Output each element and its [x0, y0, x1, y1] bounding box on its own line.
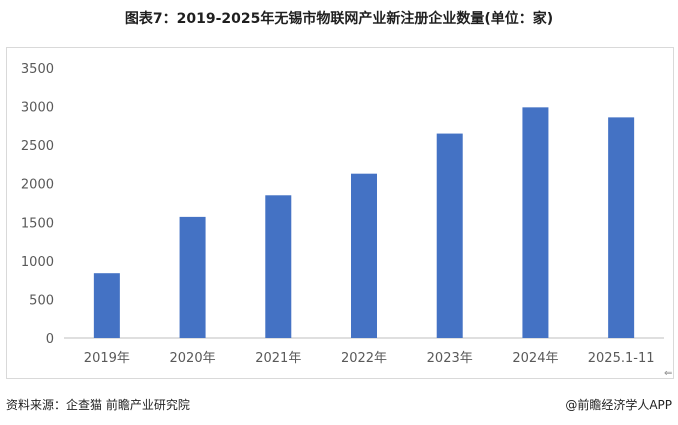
source-note: 资料来源：企查猫 前瞻产业研究院 [6, 398, 190, 412]
y-tick-label: 2500 [21, 139, 54, 154]
bar [265, 195, 292, 338]
y-tick-label: 3500 [21, 62, 54, 77]
x-tick-label: 2019年 [84, 351, 130, 366]
chart-title: 图表7：2019-2025年无锡市物联网产业新注册企业数量(单位：家) [124, 11, 554, 27]
y-tick-label: 1000 [21, 255, 54, 270]
x-tick-label: 2024年 [512, 351, 558, 366]
y-tick-label: 0 [46, 332, 54, 347]
bar [93, 273, 120, 338]
brand-label: @前瞻经济学人APP [565, 398, 672, 412]
y-tick-label: 3000 [21, 101, 54, 116]
chart-area [6, 47, 674, 379]
y-tick-label: 500 [29, 293, 54, 308]
x-tick-label: 2025.1-11 [588, 351, 655, 366]
bar [436, 133, 463, 338]
bar [351, 173, 377, 338]
x-tick-label: 2021年 [255, 351, 301, 366]
resize-arrow-icon: ⇐ [664, 368, 673, 379]
bar [179, 216, 206, 338]
y-tick-label: 2000 [21, 178, 54, 193]
bar [608, 117, 635, 338]
x-tick-label: 2022年 [341, 351, 387, 366]
x-tick-label: 2020年 [170, 351, 216, 366]
x-tick-label: 2023年 [427, 351, 473, 366]
y-tick-label: 1500 [21, 216, 54, 231]
bar [522, 107, 549, 338]
